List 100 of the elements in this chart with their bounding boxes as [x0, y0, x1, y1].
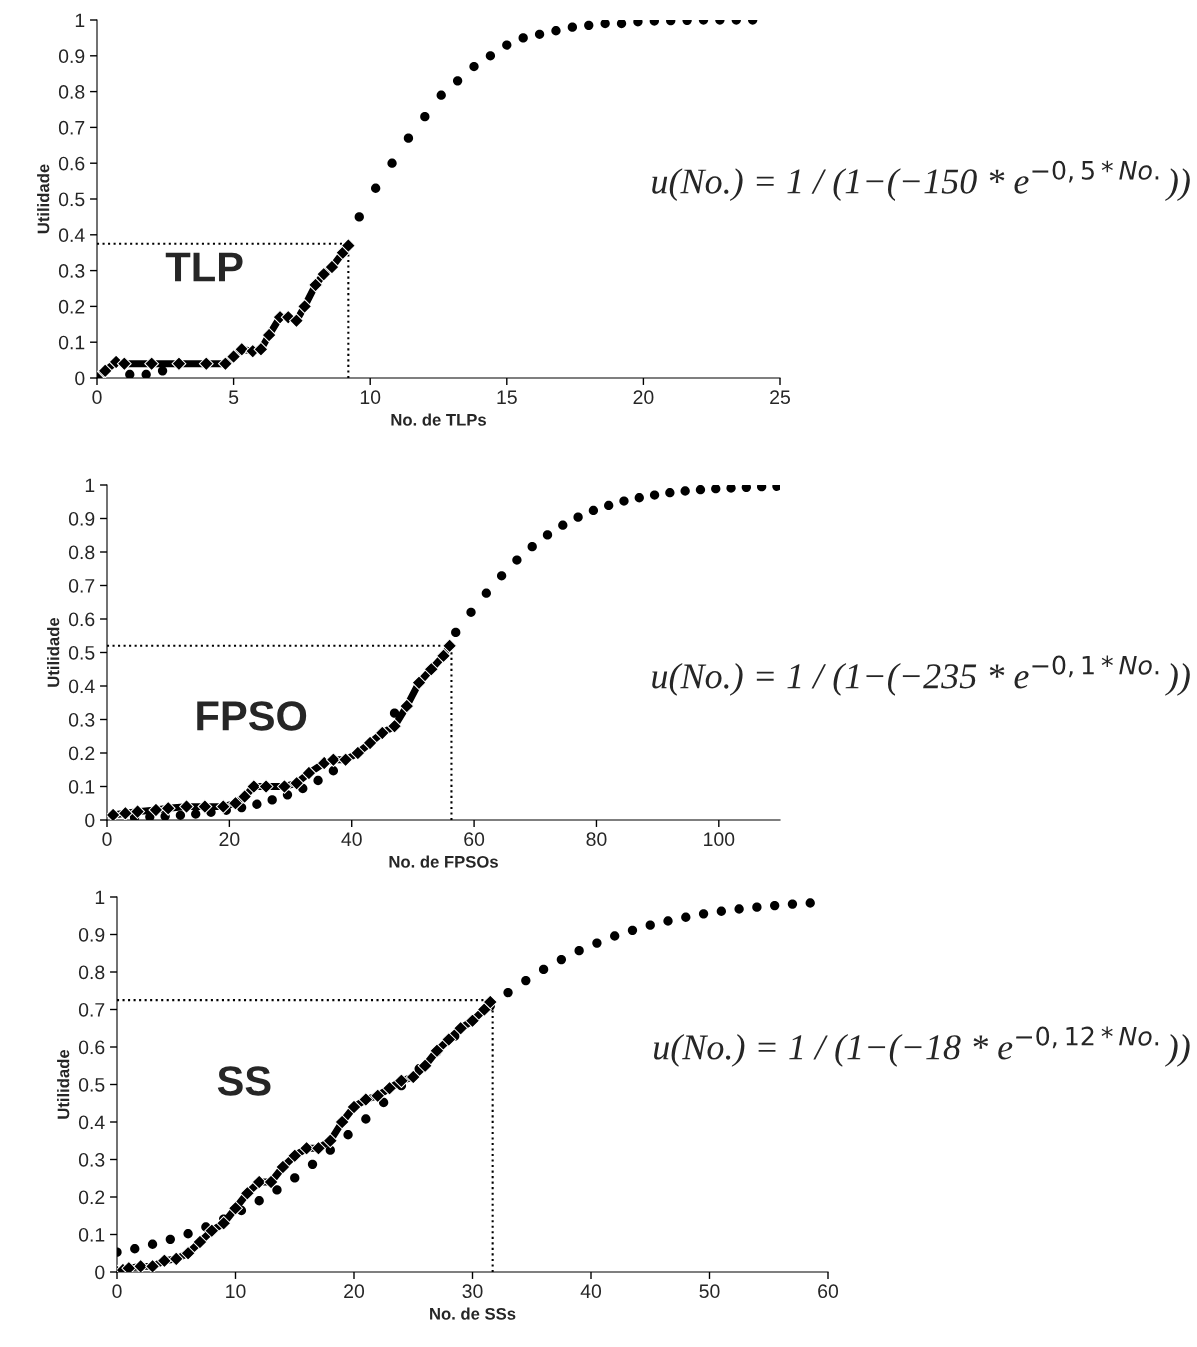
- point: [556, 954, 567, 965]
- point: [116, 356, 132, 372]
- point: [610, 931, 620, 941]
- point: [403, 133, 414, 143]
- point: [301, 765, 317, 781]
- point: [518, 33, 528, 43]
- point: [752, 902, 762, 912]
- point: [399, 698, 415, 714]
- point: [148, 802, 164, 818]
- x-tick-label: 50: [699, 1284, 720, 1299]
- y-tick-label: 0: [95, 1265, 105, 1280]
- x-tick-label: 15: [497, 390, 517, 405]
- point: [665, 488, 675, 498]
- point: [145, 812, 155, 820]
- y-axis-title: Utilidade: [57, 1049, 70, 1119]
- point: [534, 29, 545, 39]
- point: [218, 356, 233, 372]
- annotation: TLP: [165, 252, 243, 282]
- point: [734, 904, 744, 914]
- point: [573, 512, 583, 522]
- x-tick-label: 10: [360, 390, 381, 405]
- y-tick-label: 0.5: [58, 192, 85, 207]
- point: [634, 493, 644, 503]
- point: [362, 735, 378, 751]
- point: [197, 799, 213, 814]
- y-tick-label: 0.3: [78, 1152, 105, 1167]
- point: [145, 1258, 160, 1272]
- point: [141, 369, 151, 378]
- y-tick-label: 0.2: [68, 746, 95, 761]
- point: [358, 1092, 374, 1107]
- y-tick-label: 1: [85, 478, 95, 493]
- y-tick-label: 0.7: [68, 578, 95, 593]
- y-tick-label: 0.1: [78, 1227, 105, 1242]
- point: [726, 485, 736, 493]
- y-tick-label: 0.6: [68, 612, 95, 627]
- point: [429, 1043, 445, 1059]
- y-tick-label: 0.4: [68, 679, 95, 694]
- point: [633, 20, 643, 27]
- point: [307, 1159, 318, 1170]
- y-tick-label: 0.9: [58, 49, 85, 64]
- point: [254, 1196, 264, 1206]
- point: [175, 810, 186, 820]
- x-tick-label: 10: [226, 1284, 246, 1299]
- x-axis-title: No. de TLPs: [391, 413, 486, 426]
- point: [117, 805, 133, 820]
- point: [228, 1200, 243, 1216]
- point: [239, 1185, 255, 1201]
- point: [198, 356, 214, 372]
- annotation: SS: [217, 1066, 271, 1096]
- point: [394, 1073, 409, 1089]
- point: [649, 490, 660, 500]
- y-tick-label: 0: [75, 371, 85, 386]
- x-tick-label: 100: [704, 832, 735, 847]
- point: [191, 809, 201, 819]
- point: [451, 627, 461, 638]
- point: [389, 708, 400, 718]
- y-tick-label: 0.1: [68, 779, 95, 794]
- point: [420, 112, 430, 122]
- point: [192, 1234, 208, 1250]
- point: [619, 496, 629, 506]
- point: [316, 266, 332, 282]
- y-tick-label: 0.9: [68, 511, 95, 526]
- point: [275, 1159, 291, 1175]
- point: [290, 1173, 300, 1183]
- point: [251, 1174, 267, 1190]
- point: [157, 366, 168, 376]
- point: [328, 766, 339, 776]
- point: [144, 356, 160, 372]
- point: [405, 1069, 421, 1085]
- y-tick-label: 0.7: [78, 1002, 105, 1017]
- point: [354, 212, 364, 222]
- point: [584, 20, 594, 31]
- point: [592, 938, 602, 948]
- point: [770, 900, 780, 911]
- annotation: FPSO: [197, 701, 307, 731]
- y-tick-label: 0.2: [78, 1190, 105, 1205]
- annotation: u(No.) = 1 / (1−(−235 * e$^{−0,1*No.}$)): [652, 655, 1190, 696]
- point: [482, 994, 498, 1010]
- point: [469, 61, 479, 72]
- point: [374, 725, 390, 741]
- point: [442, 638, 458, 654]
- x-tick-label: 20: [633, 390, 654, 405]
- y-tick-label: 0.7: [58, 120, 85, 135]
- point: [441, 1032, 457, 1047]
- point: [308, 277, 323, 293]
- point: [387, 158, 397, 168]
- point: [466, 607, 476, 617]
- point: [378, 1097, 389, 1108]
- point: [485, 51, 496, 61]
- point: [253, 341, 269, 357]
- point: [558, 520, 568, 530]
- point: [496, 571, 507, 581]
- point: [168, 1251, 184, 1267]
- point: [322, 1133, 338, 1149]
- point: [538, 964, 549, 975]
- x-tick-label: 20: [344, 1284, 365, 1299]
- y-tick-label: 1: [75, 13, 85, 28]
- point: [588, 505, 599, 516]
- y-tick-label: 1: [95, 890, 105, 905]
- point: [542, 530, 553, 540]
